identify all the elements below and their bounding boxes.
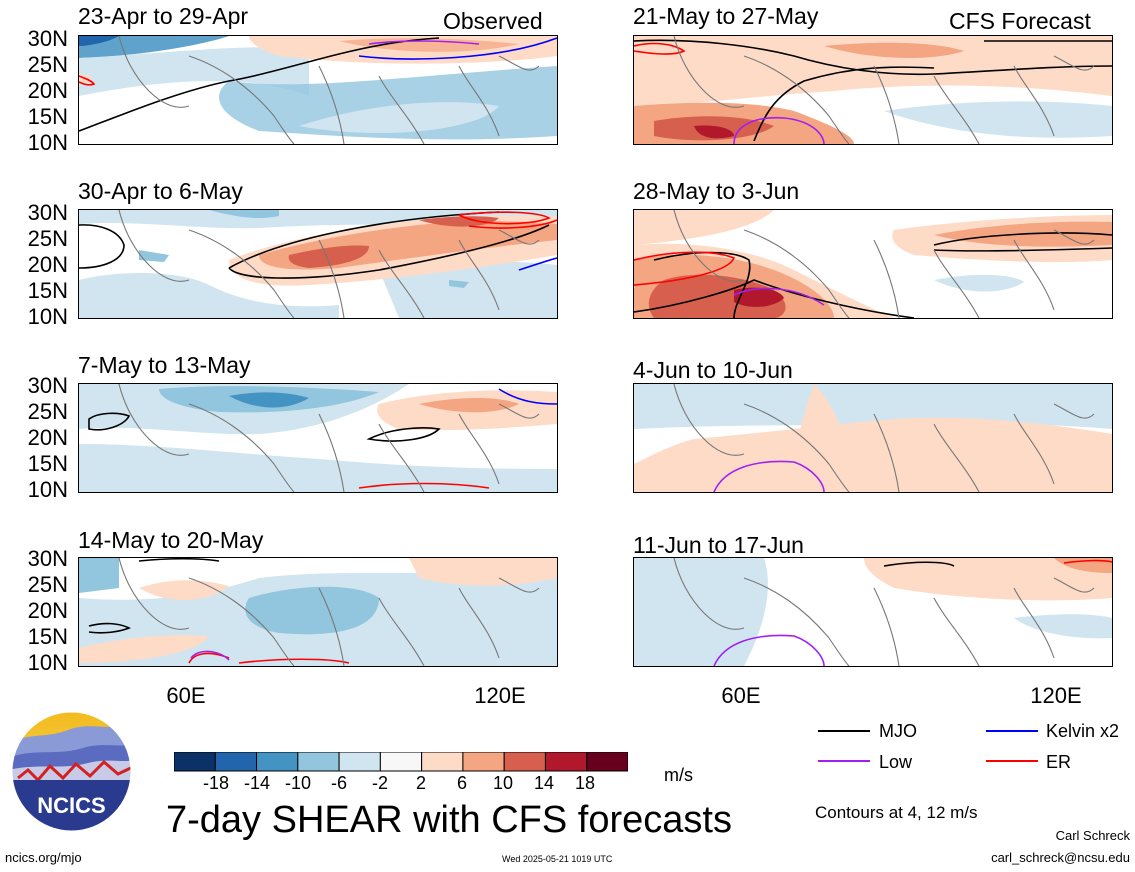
colorbar-swatch — [297, 752, 340, 772]
legend-label-er: ER — [1046, 752, 1072, 772]
lat-label: 15N — [27, 104, 68, 129]
lat-label: 20N — [27, 598, 68, 623]
author-email: carl_schreck@ncsu.edu — [991, 850, 1130, 865]
units-label: m/s — [664, 765, 693, 785]
lat-label: 10N — [27, 477, 68, 502]
panel-title-1: 23-Apr to 29-Apr — [78, 3, 249, 29]
lat-label: 10N — [27, 650, 68, 675]
colorbar-swatch — [462, 752, 505, 772]
legend-label-low: Low — [879, 752, 913, 772]
legend-label-kelvin: Kelvin x2 — [1046, 721, 1120, 741]
main-title: 7-day SHEAR with CFS forecasts — [166, 799, 732, 841]
map-panel-2 — [78, 209, 558, 319]
map-panel-6 — [633, 209, 1113, 319]
lon-label-120e-right: 120E — [1030, 683, 1082, 708]
lat-label: 30N — [27, 373, 68, 398]
colorbar-label: 10 — [492, 773, 514, 793]
colorbar-swatch — [174, 752, 216, 772]
colorbar-label: -10 — [284, 773, 311, 793]
panel-title-8: 11-Jun to 17-Jun — [633, 532, 804, 558]
map-panel-4 — [78, 557, 558, 667]
lat-label: 25N — [27, 572, 68, 597]
lat-label: 10N — [27, 304, 68, 329]
forecast-tag: CFS Forecast — [949, 8, 1091, 34]
lat-label: 15N — [27, 624, 68, 649]
panel-title-2: 30-Apr to 6-May — [78, 178, 243, 204]
lat-label: 25N — [27, 226, 68, 251]
map-panel-5 — [633, 35, 1113, 145]
map-panel-8 — [633, 557, 1113, 667]
lat-label: 30N — [27, 200, 68, 225]
legend-line-er — [986, 760, 1038, 762]
lat-label: 20N — [27, 78, 68, 103]
colorbar-label: 2 — [415, 773, 426, 793]
legend-label-mjo: MJO — [879, 721, 917, 741]
colorbar-swatch — [544, 752, 588, 772]
lat-label: 30N — [27, 546, 68, 571]
lat-label: 25N — [27, 399, 68, 424]
map-panel-1 — [78, 35, 558, 145]
map-panel-3 — [78, 383, 558, 493]
colorbar-label: -6 — [330, 773, 347, 793]
lat-label: 15N — [27, 451, 68, 476]
panel-title-3: 7-May to 13-May — [78, 352, 251, 378]
colorbar-swatch — [586, 752, 628, 772]
lon-label-60e-right: 60E — [721, 683, 761, 708]
colorbar-swatch — [214, 752, 258, 772]
panel-title-4: 14-May to 20-May — [78, 527, 264, 553]
lon-label-120e-left: 120E — [474, 683, 526, 708]
colorbar-label: -14 — [243, 773, 270, 793]
contours-note: Contours at 4, 12 m/s — [815, 803, 978, 822]
colorbar — [174, 752, 628, 772]
site-url: ncics.org/mjo — [5, 850, 82, 865]
panel-title-7: 4-Jun to 10-Jun — [633, 357, 793, 383]
panel-title-6: 28-May to 3-Jun — [633, 178, 800, 204]
timestamp: Wed 2025-05-21 1019 UTC — [502, 854, 613, 864]
colorbar-swatch — [421, 752, 464, 772]
panel-title-5: 21-May to 27-May — [633, 3, 819, 29]
legend-line-kelvin — [986, 730, 1038, 732]
legend-line-low — [818, 760, 870, 762]
author-name: Carl Schreck — [1055, 828, 1130, 843]
colorbar-label: -2 — [371, 773, 388, 793]
lat-label: 30N — [27, 26, 68, 51]
colorbar-swatch — [256, 752, 299, 772]
colorbar-swatch — [503, 752, 546, 772]
lat-label: 15N — [27, 278, 68, 303]
colorbar-swatch — [338, 752, 381, 772]
colorbar-label: 6 — [456, 773, 467, 793]
colorbar-label: -18 — [202, 773, 229, 793]
map-panel-7 — [633, 383, 1113, 493]
legend-line-mjo — [818, 730, 870, 732]
lon-label-60e-left: 60E — [166, 683, 206, 708]
colorbar-swatch — [379, 752, 423, 772]
lat-label: 10N — [27, 130, 68, 155]
lat-label: 25N — [27, 52, 68, 77]
observed-tag: Observed — [443, 8, 543, 34]
lat-label: 20N — [27, 252, 68, 277]
lat-label: 20N — [27, 425, 68, 450]
ncics-logo: NCICS — [10, 710, 133, 833]
colorbar-label: 18 — [574, 773, 596, 793]
colorbar-label: 14 — [533, 773, 555, 793]
logo-text: NCICS — [37, 793, 105, 818]
